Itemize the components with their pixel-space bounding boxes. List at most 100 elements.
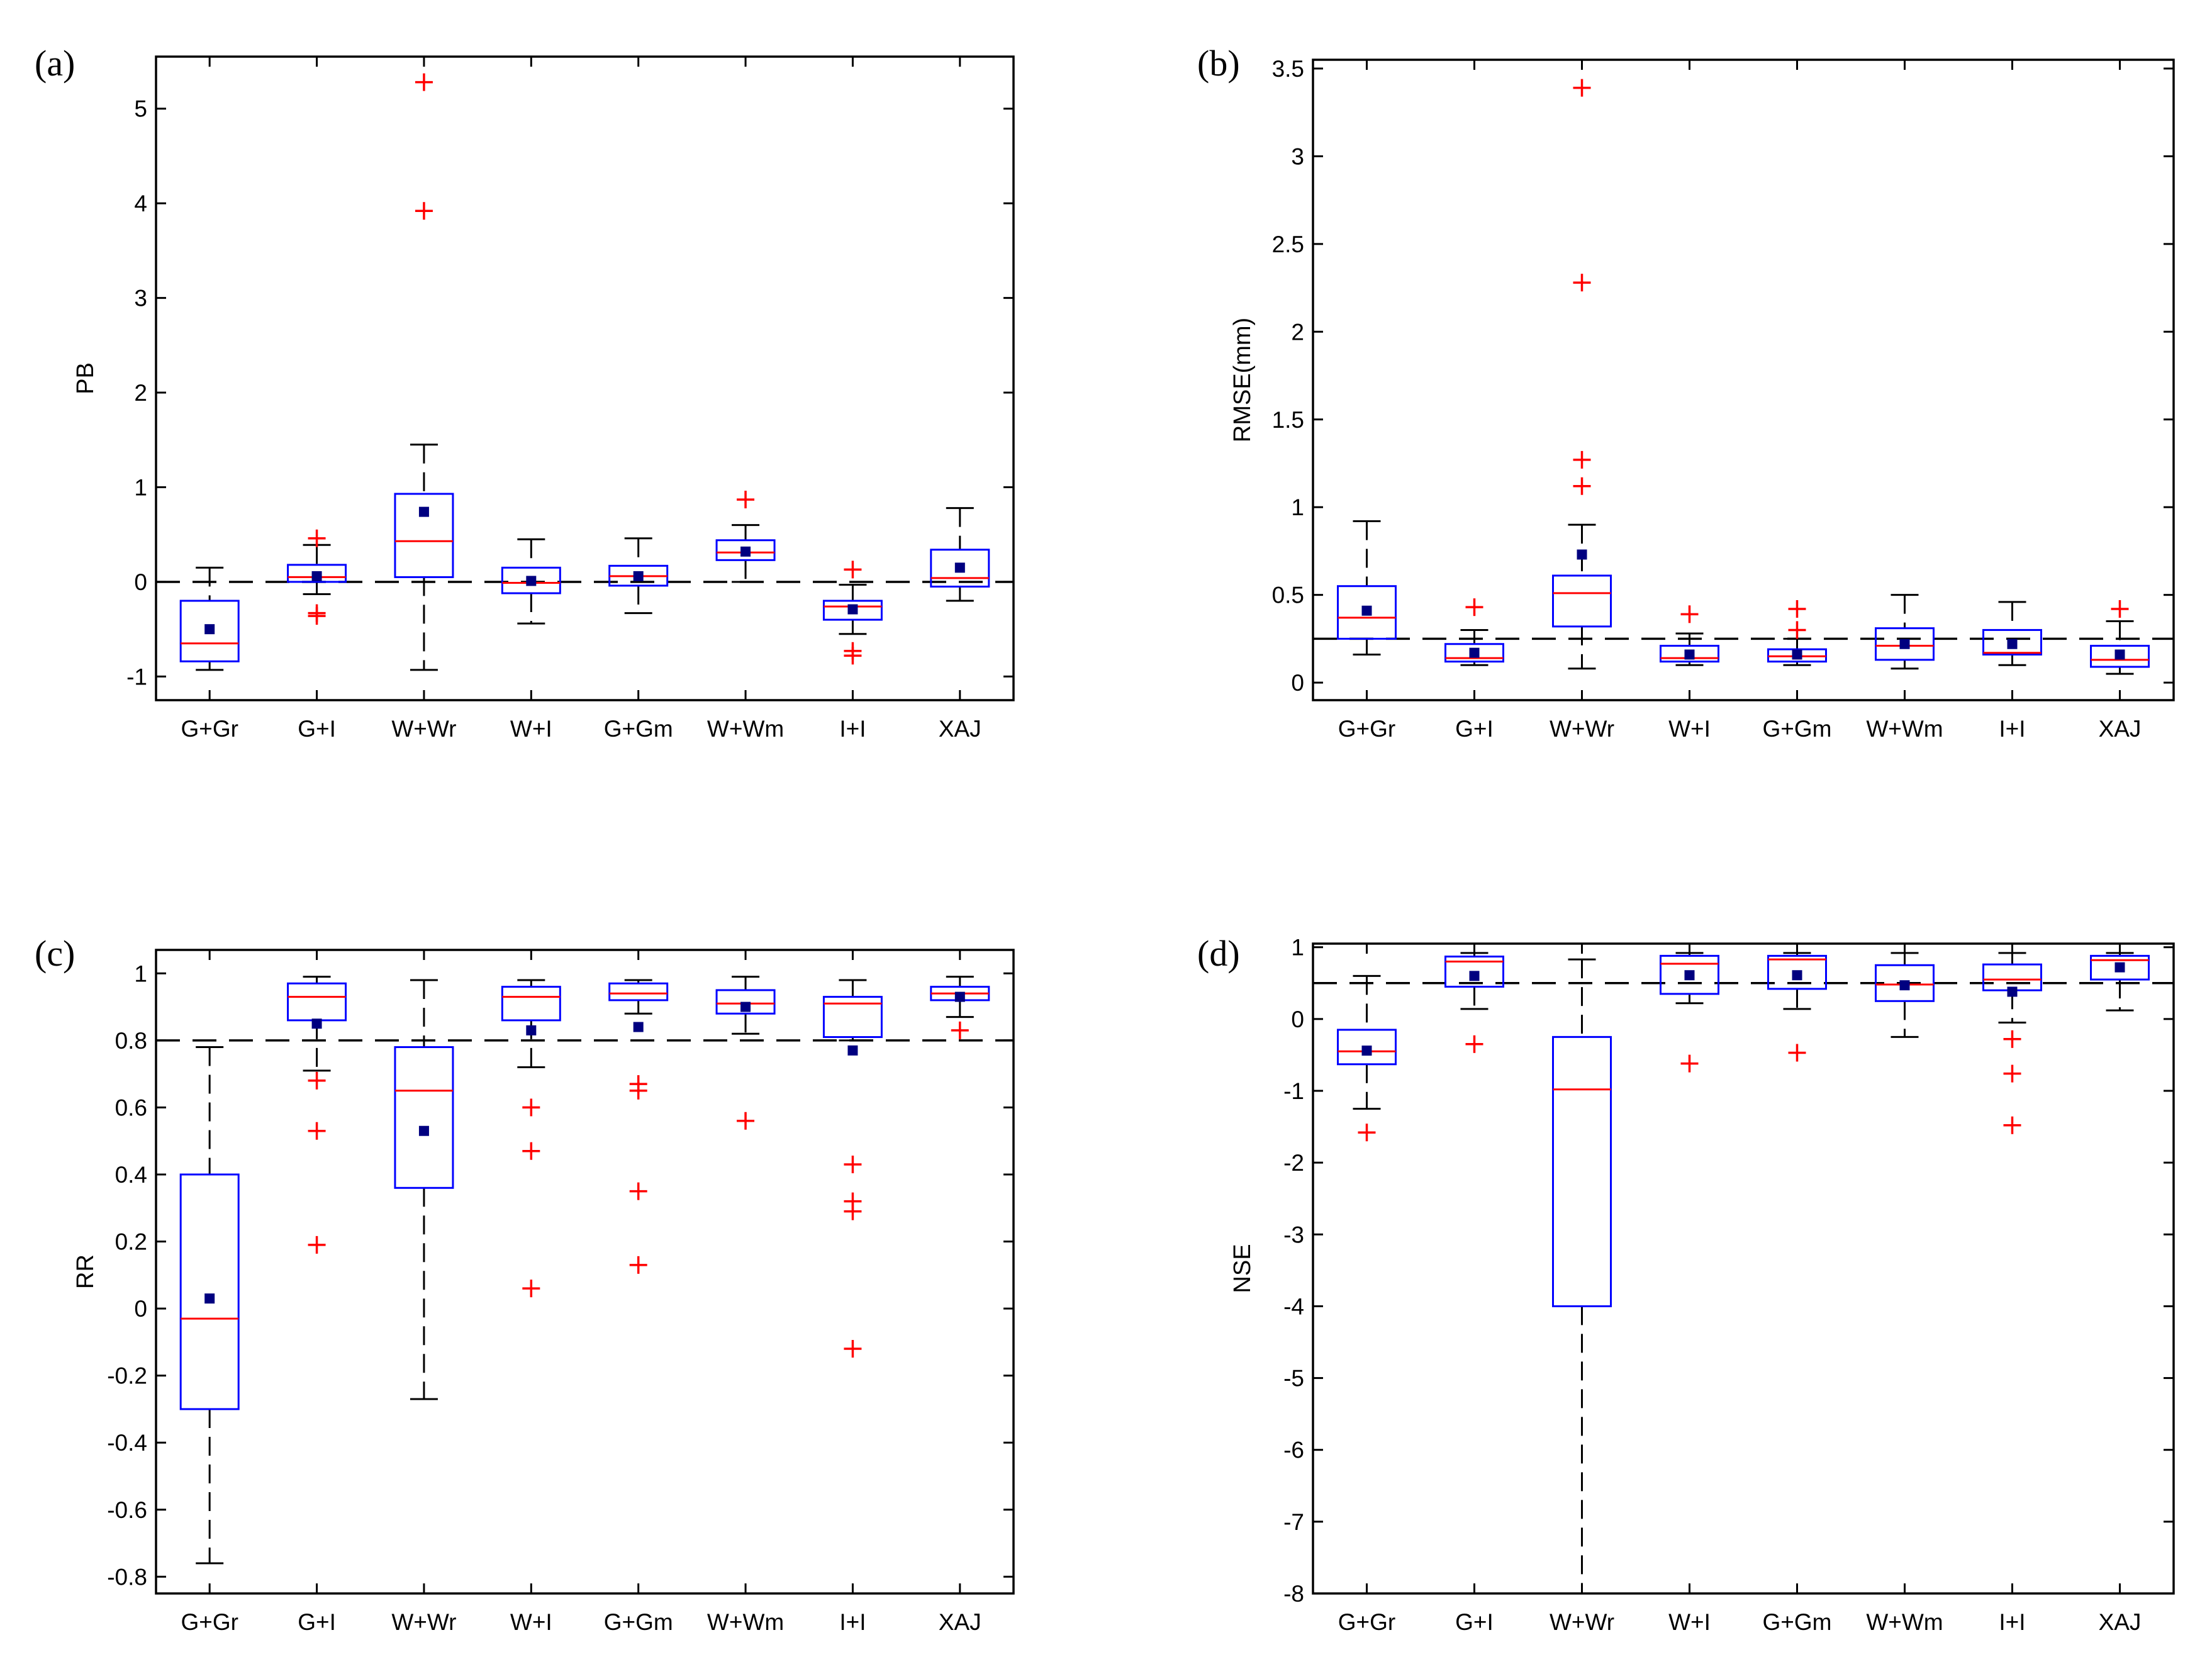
mean-marker: [633, 1022, 644, 1032]
outlier-marker: [629, 1256, 647, 1274]
y-tick-label: 3.5: [1272, 56, 1304, 82]
iqr-box: [2090, 954, 2150, 981]
box-G+I: [287, 976, 347, 1254]
outlier-marker: [737, 1112, 755, 1130]
y-tick-label: 1: [134, 475, 147, 501]
y-tick-label: 2.5: [1272, 232, 1304, 257]
outlier-marker: [522, 1098, 540, 1117]
x-tick-label: XAJ: [939, 1609, 981, 1635]
mean-marker: [1684, 649, 1695, 660]
mean-marker: [1361, 1046, 1372, 1056]
mean-marker: [847, 1045, 858, 1056]
iqr-box: [394, 1046, 454, 1189]
iqr-box: [822, 996, 883, 1039]
y-tick-label: -7: [1283, 1509, 1304, 1535]
x-tick-label: G+Gm: [604, 1609, 673, 1635]
x-tick-label: W+I: [510, 1609, 552, 1635]
plot-frame: [155, 949, 1015, 1595]
iqr-box: [287, 564, 347, 583]
y-tick-label: 4: [134, 191, 147, 216]
outlier-marker: [1465, 1035, 1483, 1053]
outlier-marker: [1573, 477, 1591, 495]
y-tick-label: 0.4: [115, 1162, 147, 1188]
mean-marker: [1577, 549, 1587, 560]
outlier-marker: [308, 1236, 326, 1254]
x-tick-label: G+Gr: [181, 1609, 238, 1635]
y-axis-label: RMSE(mm): [1229, 318, 1256, 442]
panel-label: (b): [1197, 43, 1240, 84]
x-tick-label: W+Wm: [707, 716, 784, 742]
iqr-box: [1660, 954, 1719, 995]
box-G+Gm: [1767, 952, 1827, 1062]
x-tick-label: I+I: [1999, 1609, 2025, 1635]
x-tick-label: G+Gr: [1338, 716, 1396, 742]
y-tick-label: -2: [1283, 1150, 1304, 1176]
mean-marker: [633, 571, 644, 581]
chart-panel: (d) -8 -7 -6 -5 -4 -3 -2 -1 0 1 NSE G+Gr G+I W+Wr W+I G+…: [1197, 933, 2175, 1635]
mean-marker: [311, 571, 322, 581]
plot-frame: [1312, 942, 2175, 1595]
outlier-marker: [1573, 79, 1591, 97]
box-G+Gr: [1337, 520, 1397, 656]
outlier-marker: [2003, 1064, 2021, 1083]
mean-marker: [204, 624, 215, 635]
iqr-box: [179, 600, 240, 662]
iqr-box: [930, 549, 990, 588]
box-XAJ: [2090, 952, 2150, 1012]
box-W+I: [501, 979, 561, 1298]
plot-frame: [1312, 59, 2175, 701]
outlier-marker: [308, 1071, 326, 1090]
mean-marker: [954, 991, 965, 1002]
chart-panel: (c) -0.8 -0.6 -0.4 -0.2 0 0.2 0.4 0.6 0.8 1 RR G+Gr G…: [35, 933, 1015, 1635]
outlier-marker: [1680, 1054, 1699, 1073]
box-G+Gm: [1767, 600, 1827, 666]
iqr-box: [1982, 963, 2042, 991]
outlier-marker: [308, 1122, 326, 1140]
mean-marker: [1899, 980, 1910, 991]
y-tick-label: -0.2: [107, 1363, 147, 1389]
x-tick-label: W+Wm: [1866, 716, 1943, 742]
chart-panel: (a) -1 0 1 2 3 4 5 PB G+Gr G+I W+Wr W+I G+Gm W+Wm I+I XA…: [35, 43, 1015, 742]
box-W+Wm: [715, 976, 776, 1130]
box-W+I: [1660, 605, 1719, 666]
mean-marker: [418, 1125, 429, 1136]
iqr-box: [1982, 628, 2042, 656]
y-tick-label: -1: [126, 664, 147, 689]
iqr-box: [501, 986, 561, 1022]
panel-label: (d): [1197, 933, 1240, 974]
outlier-marker: [1573, 450, 1591, 469]
y-tick-label: 2: [1291, 319, 1304, 345]
y-tick-label: 1: [134, 961, 147, 986]
box-G+I: [1444, 952, 1504, 1053]
box-G+Gr: [179, 1046, 240, 1565]
y-tick-label: 3: [134, 286, 147, 311]
outlier-marker: [844, 1202, 862, 1220]
x-tick-label: G+Gr: [1338, 1609, 1396, 1635]
y-tick-label: 0.6: [115, 1095, 147, 1120]
outlier-marker: [522, 1142, 540, 1160]
x-tick-label: XAJ: [939, 716, 981, 742]
mean-marker: [418, 506, 429, 517]
y-tick-label: 0: [1291, 1007, 1304, 1032]
y-tick-label: -0.4: [107, 1430, 147, 1456]
box-XAJ: [930, 976, 990, 1039]
y-tick-label: -4: [1283, 1293, 1304, 1319]
box-W+Wr: [394, 73, 454, 671]
iqr-box: [715, 539, 776, 561]
y-tick-label: -5: [1283, 1366, 1304, 1392]
iqr-box: [1337, 1029, 1397, 1066]
y-tick-label: -1: [1283, 1078, 1304, 1104]
mean-marker: [311, 1018, 322, 1029]
box-W+Wm: [715, 491, 776, 583]
mean-marker: [1792, 649, 1802, 660]
box-G+Gm: [608, 979, 669, 1274]
mean-marker: [1792, 970, 1802, 981]
box-W+I: [501, 538, 561, 625]
panel-label: (c): [35, 933, 75, 974]
mean-marker: [740, 1001, 751, 1012]
x-tick-label: G+Gm: [1763, 1609, 1832, 1635]
box-G+Gm: [608, 537, 669, 615]
iqr-box: [501, 566, 561, 594]
outlier-marker: [844, 647, 862, 665]
